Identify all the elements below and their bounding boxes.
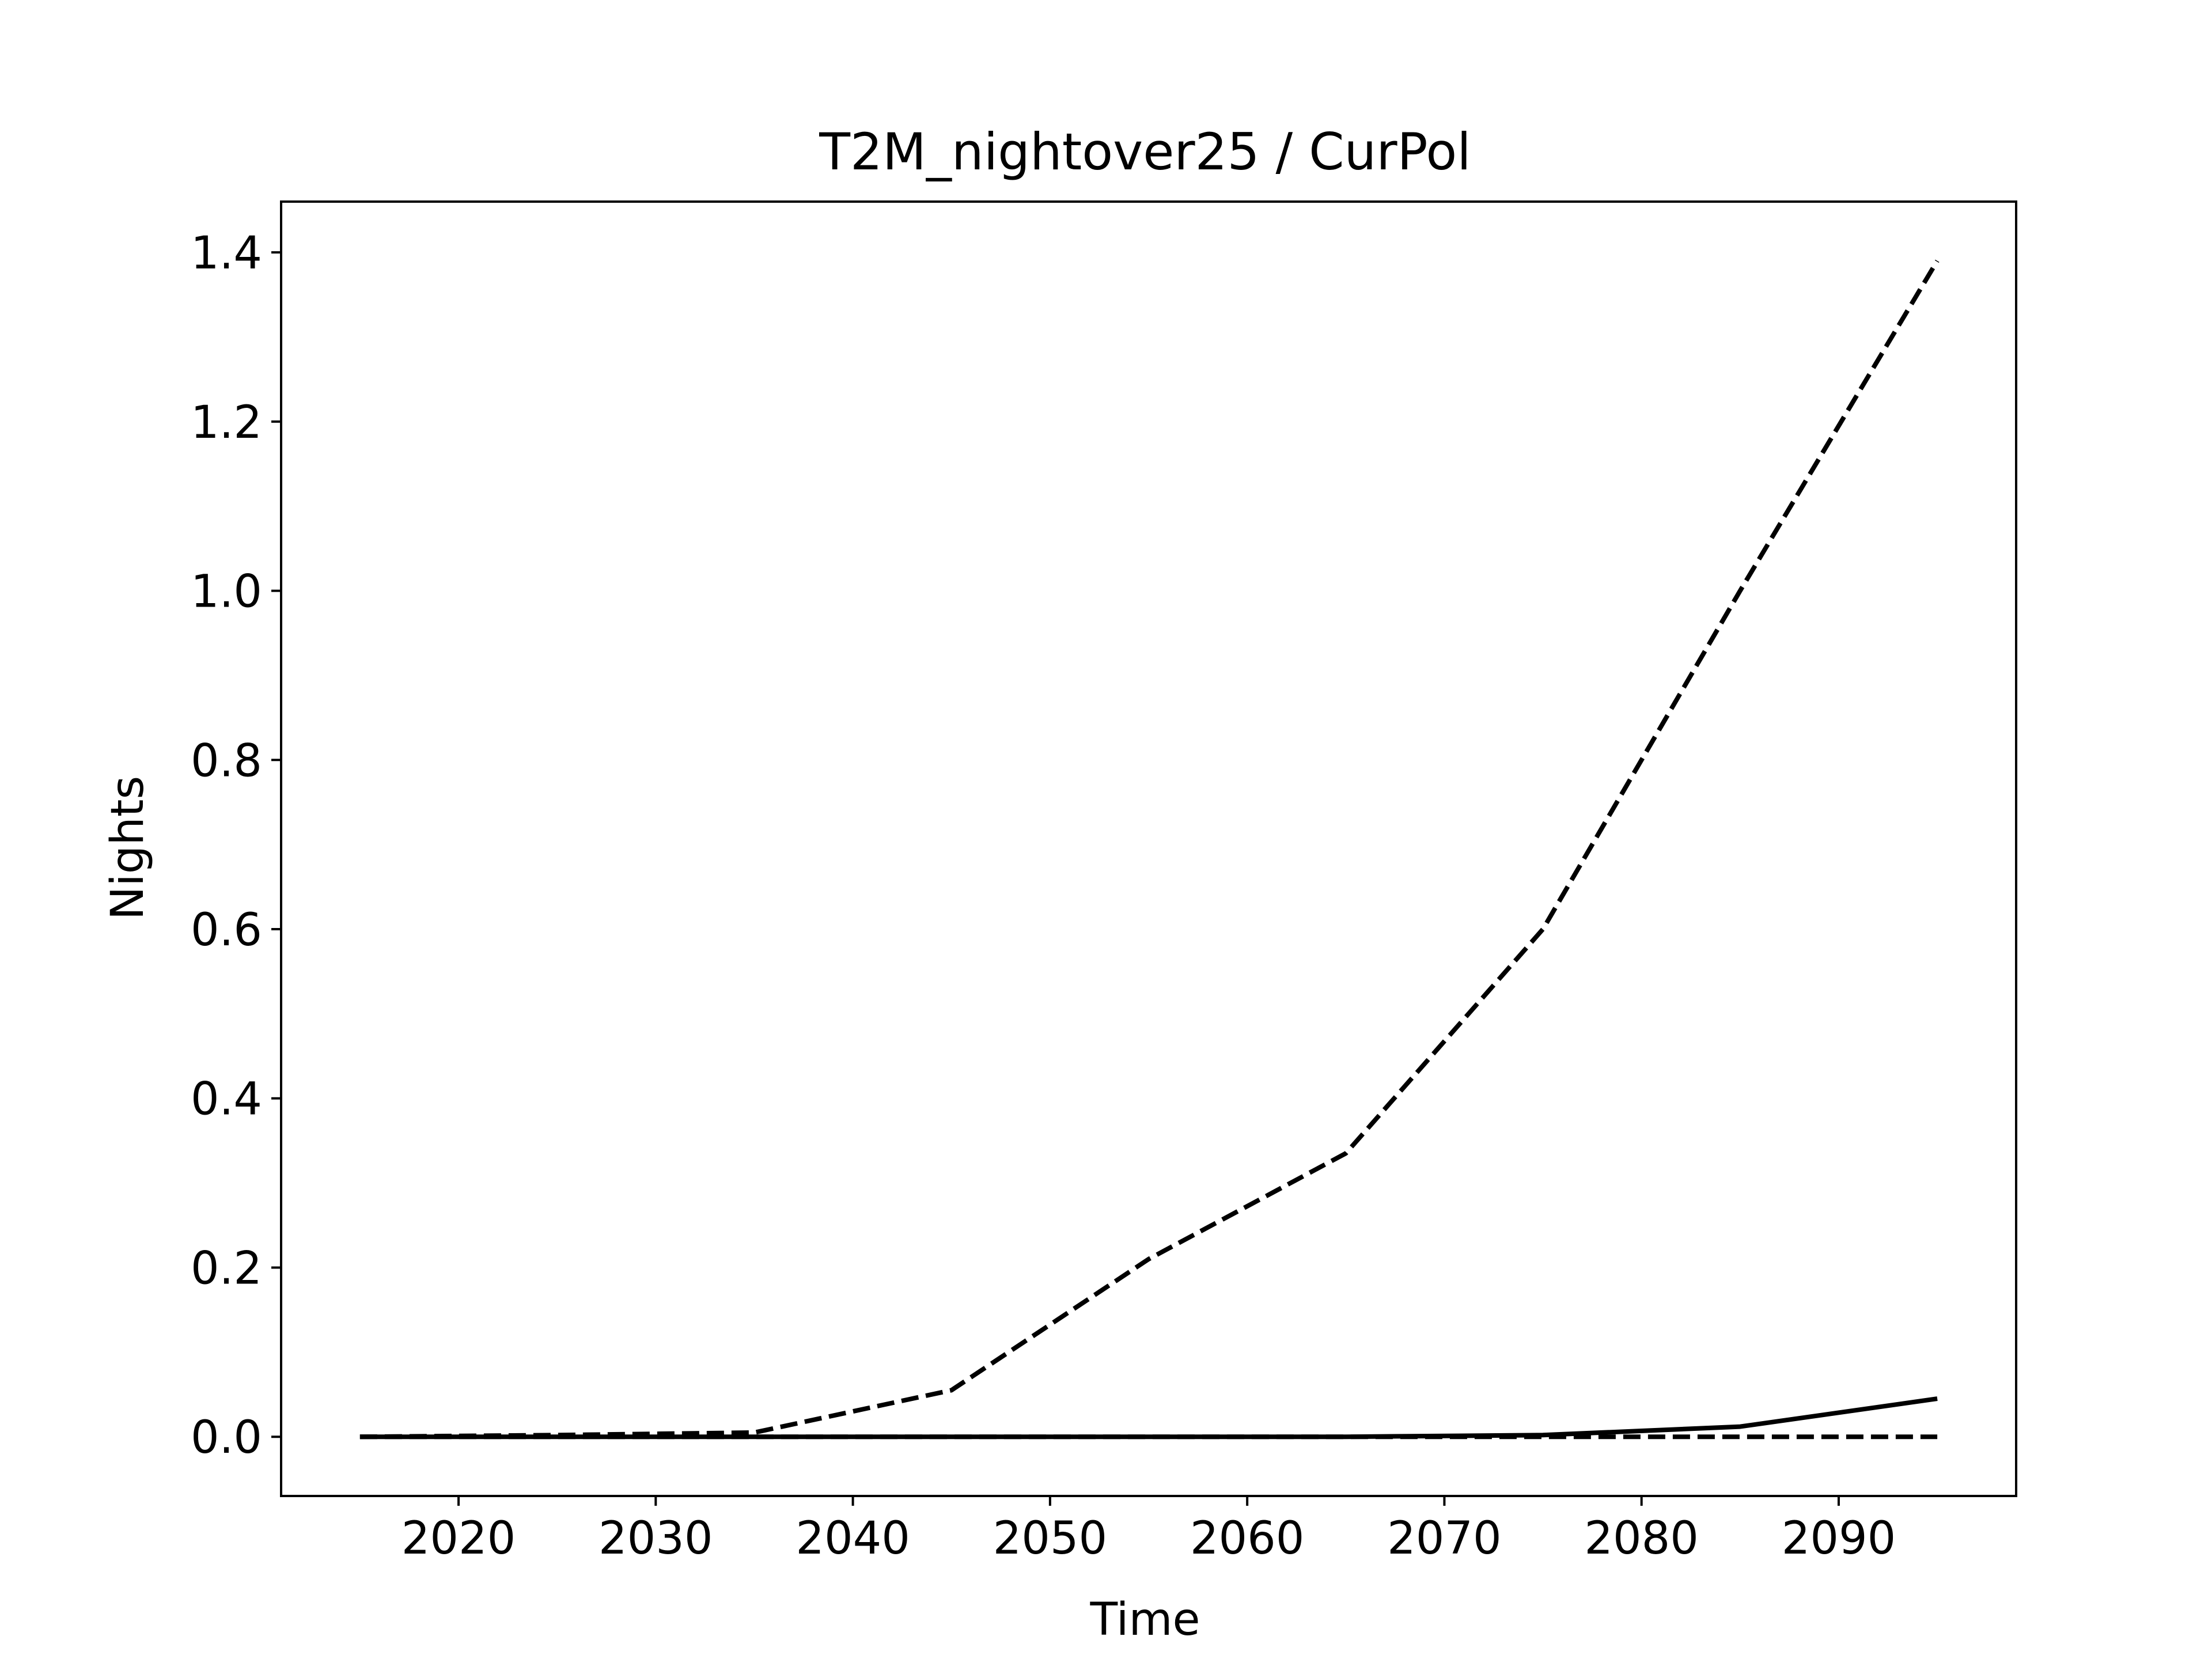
y-tick-label: 0.6 xyxy=(191,904,262,956)
series-lines xyxy=(359,259,1940,1440)
x-tick-label: 2050 xyxy=(993,1513,1108,1565)
series-line-1 xyxy=(359,259,1940,1440)
y-axis-ticks: 0.0 0.2 0.4 0.6 0.8 1.0 1.2 1.4 xyxy=(191,228,281,1464)
x-tick-label: 2040 xyxy=(796,1513,910,1565)
y-tick-label: 0.0 xyxy=(191,1412,262,1464)
x-axis-ticks: 2020 2030 2040 2050 2060 2070 2080 2090 xyxy=(402,1496,1896,1565)
plot-frame xyxy=(280,200,2017,1497)
x-tick-label: 2020 xyxy=(402,1513,516,1565)
y-tick-label: 0.8 xyxy=(191,735,262,787)
y-tick-label: 1.0 xyxy=(191,566,262,618)
y-tick-label: 1.2 xyxy=(191,397,262,449)
chart-title: T2M_nightover25 / CurPol xyxy=(819,122,1471,181)
y-tick-label: 1.4 xyxy=(191,228,262,279)
x-tick-label: 2080 xyxy=(1584,1513,1699,1565)
x-tick-label: 2090 xyxy=(1782,1513,1896,1565)
x-axis-label: Time xyxy=(1090,1594,1200,1646)
x-tick-label: 2030 xyxy=(599,1513,713,1565)
y-axis-label: Nights xyxy=(102,776,154,920)
x-tick-label: 2070 xyxy=(1387,1513,1502,1565)
x-tick-label: 2060 xyxy=(1190,1513,1305,1565)
y-tick-label: 0.2 xyxy=(191,1243,262,1294)
series-line-2 xyxy=(359,1396,1938,1440)
y-tick-label: 0.4 xyxy=(191,1074,262,1126)
